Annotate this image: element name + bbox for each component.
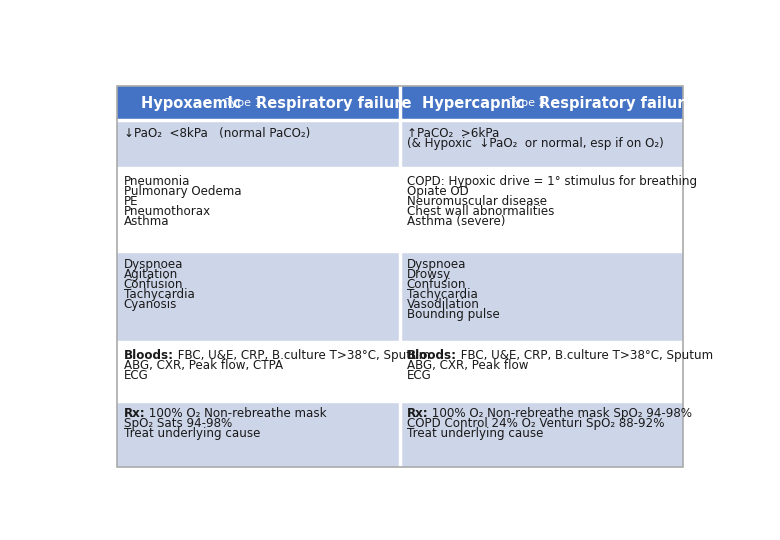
Bar (399, 251, 682, 342)
Text: Neuromuscular disease: Neuromuscular disease (406, 195, 547, 208)
Text: Opiate OD: Opiate OD (406, 185, 469, 198)
Bar (117, 401, 399, 467)
Text: Confusion: Confusion (406, 278, 466, 291)
Text: Dyspnoea: Dyspnoea (406, 258, 466, 271)
Text: Tachycardia: Tachycardia (406, 288, 477, 301)
Bar (117, 251, 399, 342)
Bar (399, 401, 682, 467)
Text: 100% O₂ Non-rebreathe mask SpO₂ 94-98%: 100% O₂ Non-rebreathe mask SpO₂ 94-98% (428, 408, 693, 421)
Bar (399, 168, 682, 251)
Bar (117, 342, 399, 401)
Text: Bounding pulse: Bounding pulse (406, 308, 499, 321)
Text: Agitation: Agitation (124, 268, 178, 281)
Bar (117, 168, 399, 251)
Text: Tachycardia: Tachycardia (124, 288, 195, 301)
Text: ECG: ECG (124, 369, 149, 382)
Text: ↓PaO₂  <8kPa   (normal PaCO₂): ↓PaO₂ <8kPa (normal PaCO₂) (124, 127, 310, 140)
Text: Type 2: Type 2 (506, 98, 549, 109)
Text: FBC, U&E, CRP, B.culture T>38°C, Sputum: FBC, U&E, CRP, B.culture T>38°C, Sputum (457, 349, 713, 362)
Bar (399, 120, 682, 168)
Text: Type 1: Type 1 (222, 98, 265, 109)
Text: COPD: Hypoxic drive = 1° stimulus for breathing: COPD: Hypoxic drive = 1° stimulus for br… (406, 175, 697, 188)
Text: Hypoxaemic: Hypoxaemic (140, 96, 246, 111)
Bar (399, 86, 682, 120)
Text: (& Hypoxic  ↓PaO₂  or normal, esp if on O₂): (& Hypoxic ↓PaO₂ or normal, esp if on O₂… (406, 137, 664, 150)
Text: ABG, CXR, Peak flow: ABG, CXR, Peak flow (406, 359, 528, 372)
Text: Hypercapnic: Hypercapnic (423, 96, 530, 111)
Text: Rx:: Rx: (406, 408, 428, 421)
Text: Bloods:: Bloods: (124, 349, 174, 362)
Text: Asthma: Asthma (124, 215, 169, 228)
Text: Pneumonia: Pneumonia (124, 175, 190, 188)
Text: 100% O₂ Non-rebreathe mask: 100% O₂ Non-rebreathe mask (146, 408, 327, 421)
Text: Chest wall abnormalities: Chest wall abnormalities (406, 205, 554, 218)
Text: Pneumothorax: Pneumothorax (124, 205, 211, 218)
Text: Bloods:: Bloods: (406, 349, 457, 362)
Text: ABG, CXR, Peak flow, CTPA: ABG, CXR, Peak flow, CTPA (124, 359, 283, 372)
Text: PE: PE (124, 195, 138, 208)
Text: Drowsy: Drowsy (406, 268, 451, 281)
Text: Respiratory failure: Respiratory failure (540, 96, 695, 111)
Text: Dyspnoea: Dyspnoea (124, 258, 183, 271)
Text: Confusion: Confusion (124, 278, 183, 291)
Text: Vasodilation: Vasodilation (406, 298, 480, 311)
Text: Rx:: Rx: (124, 408, 146, 421)
Bar (117, 120, 399, 168)
Text: Treat underlying cause: Treat underlying cause (124, 428, 261, 441)
Text: Asthma (severe): Asthma (severe) (406, 215, 505, 228)
Text: Cyanosis: Cyanosis (124, 298, 177, 311)
Bar (399, 342, 682, 401)
Text: Pulmonary Oedema: Pulmonary Oedema (124, 185, 242, 198)
Text: COPD Control 24% O₂ Venturi SpO₂ 88-92%: COPD Control 24% O₂ Venturi SpO₂ 88-92% (406, 417, 665, 430)
Text: SpO₂ Sats 94-98%: SpO₂ Sats 94-98% (124, 417, 232, 430)
Text: Treat underlying cause: Treat underlying cause (406, 428, 543, 441)
Bar (117, 86, 399, 120)
Text: FBC, U&E, CRP, B.culture T>38°C, Sputum: FBC, U&E, CRP, B.culture T>38°C, Sputum (174, 349, 430, 362)
Text: ECG: ECG (406, 369, 431, 382)
Text: ↑PaCO₂  >6kPa: ↑PaCO₂ >6kPa (406, 127, 499, 140)
Text: Respiratory failure: Respiratory failure (256, 96, 411, 111)
